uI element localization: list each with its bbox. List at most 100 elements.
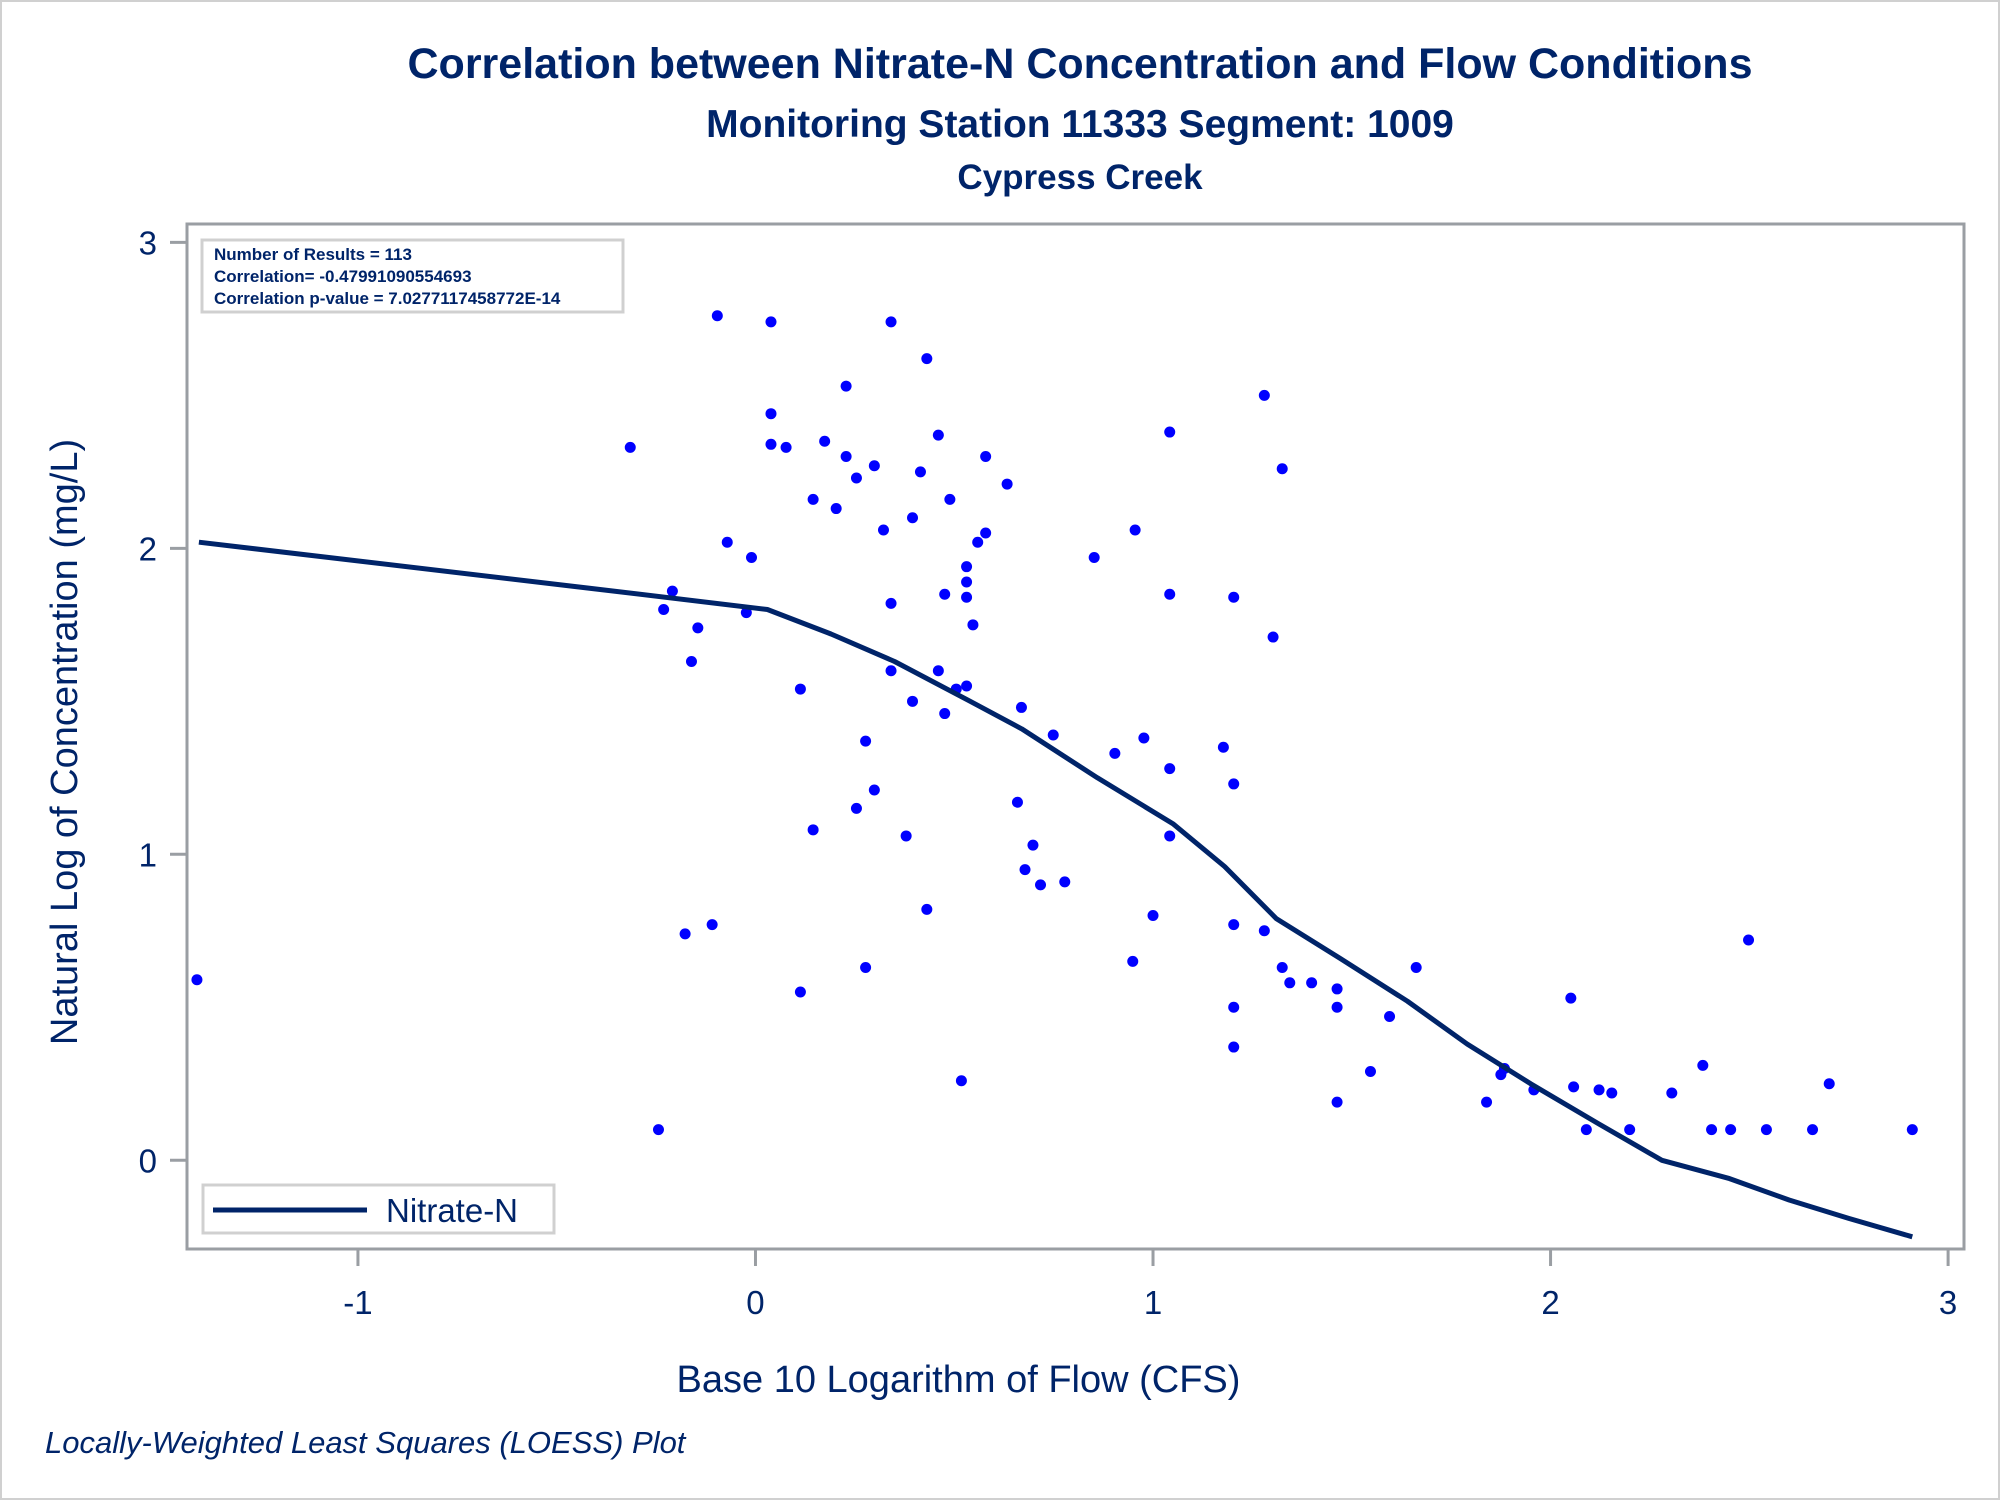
x-tick-label: 0 [746, 1284, 764, 1321]
data-point [1164, 426, 1176, 438]
legend: Nitrate-N [201, 1183, 556, 1235]
data-point [1593, 1084, 1605, 1096]
data-point [1127, 955, 1139, 967]
data-point [1760, 1124, 1772, 1136]
data-point [907, 512, 919, 524]
x-tick-label: 2 [1541, 1284, 1559, 1321]
data-point [1580, 1124, 1592, 1136]
x-axis-label: Base 10 Logarithm of Flow (CFS) [677, 1359, 1241, 1401]
data-point [1228, 1041, 1240, 1053]
data-point [765, 408, 777, 420]
data-point [765, 316, 777, 328]
data-point [1823, 1078, 1835, 1090]
data-point [980, 451, 992, 463]
data-point [1228, 591, 1240, 603]
data-point [939, 588, 951, 600]
data-point [706, 919, 718, 931]
data-point [1228, 1001, 1240, 1013]
chart-title: Correlation between Nitrate-N Concentrat… [407, 40, 1753, 88]
data-point [1164, 588, 1176, 600]
data-point [1228, 919, 1240, 931]
data-point [1011, 796, 1023, 808]
y-tick-label: 3 [139, 224, 157, 261]
data-point [868, 460, 880, 472]
data-point [907, 695, 919, 707]
data-point [1147, 909, 1159, 921]
chart-subtitle: Monitoring Station 11333 Segment: 1009 [706, 103, 1454, 146]
x-tick-label: 3 [1939, 1284, 1957, 1321]
data-point [1015, 701, 1027, 713]
data-point [807, 493, 819, 505]
data-point [1725, 1124, 1737, 1136]
data-point [794, 986, 806, 998]
data-point [624, 441, 636, 453]
data-point [1481, 1096, 1493, 1108]
data-point [1228, 778, 1240, 790]
x-tick-label: 1 [1144, 1284, 1162, 1321]
data-point [961, 561, 973, 573]
data-point [1568, 1081, 1580, 1093]
data-point [191, 974, 203, 986]
data-point [961, 576, 973, 588]
data-point [1138, 732, 1150, 744]
data-point [885, 316, 897, 328]
chart-subtitle-location: Cypress Creek [957, 158, 1203, 197]
data-point [939, 708, 951, 720]
data-point [1088, 552, 1100, 564]
data-point [944, 493, 956, 505]
data-point [746, 552, 758, 564]
data-point [885, 665, 897, 677]
data-point [1027, 839, 1039, 851]
data-point [807, 824, 819, 836]
data-point [932, 429, 944, 441]
data-point [1164, 830, 1176, 842]
footnote: Locally-Weighted Least Squares (LOESS) P… [45, 1425, 686, 1460]
data-point [921, 903, 933, 915]
data-point [711, 310, 723, 322]
data-point [972, 536, 984, 548]
data-point [1807, 1124, 1819, 1136]
data-point [840, 451, 852, 463]
y-axis-label: Natural Log of Concentration (mg/L) [44, 439, 86, 1045]
data-point [658, 604, 670, 616]
y-tick-label: 2 [139, 530, 157, 567]
data-point [914, 466, 926, 478]
data-point [685, 656, 697, 668]
data-point [652, 1124, 664, 1136]
data-point [850, 802, 862, 814]
x-tick-label: -1 [343, 1284, 372, 1321]
data-point [1047, 729, 1059, 741]
data-point [1217, 741, 1229, 753]
scatter-points [191, 310, 1918, 1136]
data-point [1331, 1001, 1343, 1013]
data-point [961, 591, 973, 603]
data-point [1624, 1124, 1636, 1136]
data-point [1001, 478, 1013, 490]
data-point [1129, 524, 1141, 536]
data-point [740, 607, 752, 619]
data-point [666, 585, 678, 597]
data-point [1743, 934, 1755, 946]
data-point [794, 683, 806, 695]
data-point [900, 830, 912, 842]
data-point [868, 784, 880, 796]
plot-frame [185, 222, 1966, 1251]
data-point [692, 622, 704, 634]
stats-line: Correlation= -0.47991090554693 [214, 267, 472, 286]
data-point [860, 962, 872, 974]
data-point [1331, 983, 1343, 995]
data-point [1697, 1059, 1709, 1071]
data-point [1035, 879, 1047, 891]
loess-line [198, 539, 1913, 1240]
data-point [765, 438, 777, 450]
data-point [980, 527, 992, 539]
data-point [967, 619, 979, 631]
stats-box-frame [200, 238, 625, 314]
data-point [1267, 631, 1279, 643]
data-point [840, 380, 852, 392]
data-point [1906, 1124, 1918, 1136]
data-point [1164, 763, 1176, 775]
data-point [1706, 1124, 1718, 1136]
data-point [1364, 1066, 1376, 1078]
